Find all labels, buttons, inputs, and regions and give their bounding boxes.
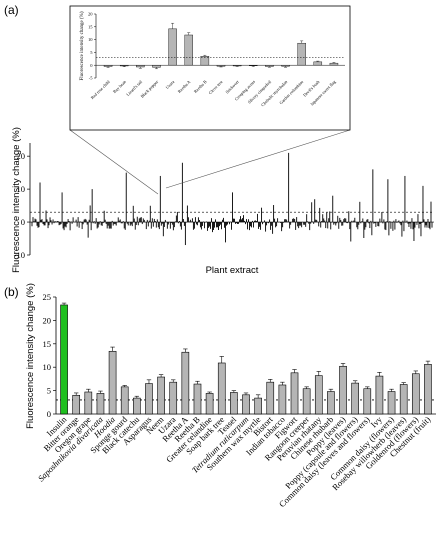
inset-bars xyxy=(103,23,339,69)
panel-b-y-tick-label: 25 xyxy=(43,292,52,302)
inset-bar xyxy=(136,64,145,68)
inset-bar xyxy=(313,61,323,66)
panel-b-bar xyxy=(424,364,432,415)
panel-a-bars xyxy=(31,152,433,246)
panel-a: 20 10 0 -10 Fluorescence intensity change (… xyxy=(11,127,434,276)
panel-b-bar xyxy=(290,372,299,415)
panel-b-bar xyxy=(205,393,214,415)
inset-y-title: Fluorescence intensity change (%) xyxy=(80,11,85,80)
inset-bar xyxy=(152,64,161,68)
panel-a-y-tick-label: -10 xyxy=(14,250,25,260)
panel-b-bar xyxy=(351,382,359,415)
panel-a-inset: 20 15 10 5 0 -5 Fluorescence intensity change… xyxy=(69,5,351,131)
panel-b-y-tick-label: 10 xyxy=(43,362,52,372)
inset-bar xyxy=(184,34,193,66)
panel-a-y-title: Fluorescence intensity change (%) xyxy=(11,127,22,273)
panel-b-y-title: Fluorescence intensity change (%) xyxy=(25,283,36,429)
panel-b-bar xyxy=(314,375,323,415)
panel-b-bar xyxy=(399,384,408,415)
panel-b-y-tick-label: 20 xyxy=(43,315,52,325)
panel-b-bar xyxy=(278,384,287,415)
panel-b-bars xyxy=(60,302,432,415)
inset-y-tick-label: 20 xyxy=(88,12,93,17)
panel-a-y-tick-label: 10 xyxy=(17,184,26,194)
panel-b-bar xyxy=(108,350,117,415)
panel-b-bar xyxy=(84,391,93,415)
panel-b-bar xyxy=(254,397,262,415)
panel-b-bar xyxy=(217,362,226,415)
panel-b-y-tick-label: 0 xyxy=(47,409,51,419)
panel-b-bar xyxy=(193,383,202,415)
panel-b-bar xyxy=(327,391,335,415)
inset-y-tick-label: -5 xyxy=(89,76,93,81)
panel-b-bar xyxy=(411,373,420,415)
panel-a-label: (a) xyxy=(4,3,19,17)
panel-b-y-tick-label: 5 xyxy=(47,386,51,396)
panel-b-bar xyxy=(120,386,129,415)
panel-b-bar xyxy=(242,394,250,415)
panel-b-bar xyxy=(266,381,275,415)
panel-b-bar xyxy=(96,393,105,415)
inset-bar xyxy=(329,62,339,66)
panel-b-bar xyxy=(339,365,347,415)
inset-frame xyxy=(69,5,351,131)
panel-b-bar xyxy=(169,381,178,415)
panel-b-bar xyxy=(181,351,190,415)
panel-b-bar xyxy=(230,392,238,415)
inset-y-tick-label: 5 xyxy=(90,50,93,55)
panel-b-y-tick-label: 15 xyxy=(43,339,52,349)
inset-y-tick-label: 15 xyxy=(88,24,93,29)
panel-b-bar xyxy=(72,394,81,415)
panel-b-bar xyxy=(375,375,384,415)
zoom-line-right xyxy=(165,129,351,189)
inset-category-label: Uzara xyxy=(165,79,176,90)
panel-b-bar xyxy=(387,391,396,415)
panel-a-y-tick-label: 0 xyxy=(21,217,25,227)
inset-bar xyxy=(297,42,306,66)
inset-y-tick-label: 10 xyxy=(88,37,93,42)
panel-b-bar xyxy=(157,376,165,415)
panel-b-label: (b) xyxy=(4,285,19,299)
panel-b-positive-control-bar xyxy=(60,304,68,415)
panel-a-y-tick-label: 20 xyxy=(17,151,26,161)
panel-b-bar xyxy=(145,383,153,415)
panel-b-bar xyxy=(363,388,372,415)
inset-bar xyxy=(168,28,177,66)
panel-b-bar xyxy=(133,397,141,415)
panel-a-x-title: Plant extract xyxy=(206,265,259,276)
zoom-line-left xyxy=(69,129,159,195)
inset-y-tick-label: 0 xyxy=(90,63,93,68)
panel-b-bar xyxy=(302,388,311,415)
